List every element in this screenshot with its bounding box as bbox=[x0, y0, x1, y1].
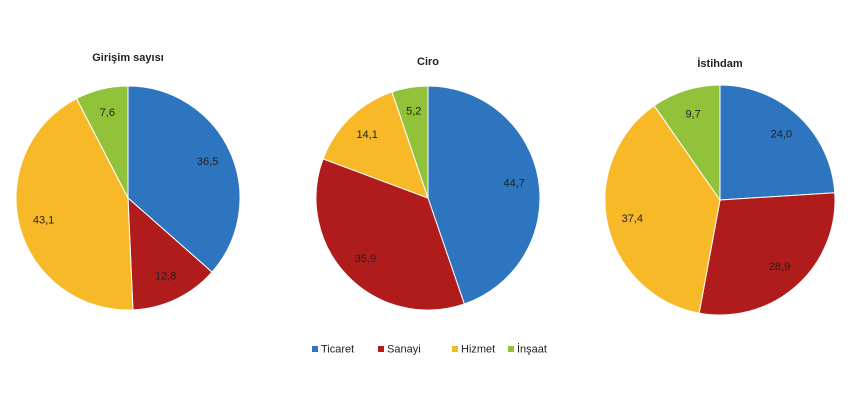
legend-swatch bbox=[508, 346, 514, 352]
pie-slice bbox=[653, 84, 721, 202]
data-label: 35,9 bbox=[355, 253, 376, 265]
pie-slice bbox=[427, 85, 541, 305]
legend-label: İnşaat bbox=[517, 342, 547, 355]
legend-label: Hizmet bbox=[461, 343, 495, 355]
legend-swatch bbox=[312, 346, 318, 352]
data-label: 24,0 bbox=[771, 129, 792, 141]
data-label: 12,8 bbox=[155, 271, 176, 283]
data-label: 43,1 bbox=[33, 214, 54, 226]
pie-slice bbox=[127, 196, 213, 311]
legend-swatch bbox=[452, 346, 458, 352]
pie-slice bbox=[75, 85, 129, 199]
pie-slice bbox=[127, 85, 241, 273]
legend-label: Ticaret bbox=[321, 343, 354, 355]
chart-title: Girişim sayısı bbox=[92, 52, 164, 64]
legend-swatch bbox=[378, 346, 384, 352]
pie-slice bbox=[604, 105, 721, 314]
data-label: 28,9 bbox=[769, 261, 790, 273]
pie-slice bbox=[719, 84, 836, 201]
data-label: 44,7 bbox=[503, 178, 524, 190]
data-label: 7,6 bbox=[100, 107, 115, 119]
data-label: 37,4 bbox=[622, 213, 643, 225]
pie-slice bbox=[698, 192, 836, 316]
pie-slice bbox=[391, 85, 429, 199]
data-label: 14,1 bbox=[356, 129, 377, 141]
data-label: 5,2 bbox=[406, 106, 421, 118]
pie-slice bbox=[315, 158, 465, 311]
pie-slice bbox=[322, 91, 429, 199]
legend-label: Sanayi bbox=[387, 343, 421, 355]
data-label: 36,5 bbox=[197, 156, 218, 168]
chart-title: Ciro bbox=[417, 56, 439, 68]
data-label: 9,7 bbox=[685, 108, 700, 120]
chart-title: İstihdam bbox=[697, 57, 742, 70]
